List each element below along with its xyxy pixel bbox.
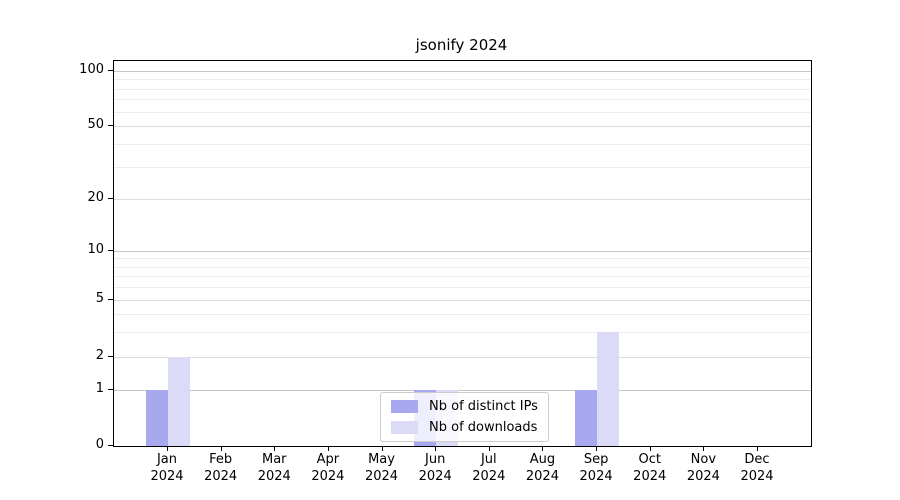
x-tick-label-aug: Aug 2024 [510, 451, 574, 485]
x-tick-label-sep: Sep 2024 [564, 451, 628, 485]
x-tick-label-mar: Mar 2024 [242, 451, 306, 485]
y-gridline-20 [114, 198, 811, 200]
legend-swatch-distinct-ips [391, 400, 418, 413]
y-minor-gridline-8 [114, 266, 811, 268]
y-tick-mark-0 [108, 445, 113, 446]
x-tick-mark-aug [542, 446, 544, 451]
legend-swatch-downloads [391, 421, 418, 434]
x-tick-month: Jun [425, 452, 446, 467]
x-tick-year: 2024 [150, 469, 184, 484]
x-tick-label-apr: Apr 2024 [296, 451, 360, 485]
x-tick-label-jul: Jul 2024 [457, 451, 521, 485]
x-tick-month: Jan [156, 452, 178, 467]
y-gridline-10 [114, 250, 811, 252]
x-tick-year: 2024 [472, 469, 506, 484]
y-minor-gridline-60 [114, 111, 811, 113]
x-tick-mark-jun [435, 446, 437, 451]
x-tick-month: Nov [690, 452, 717, 467]
y-tick-label-0: 0 [95, 437, 104, 452]
y-tick-mark-100 [108, 70, 113, 71]
x-tick-month: Oct [638, 452, 661, 467]
x-tick-year: 2024 [579, 469, 613, 484]
y-tick-label-10: 10 [87, 241, 104, 257]
legend-item-distinct-ips: Nb of distinct IPs [391, 398, 538, 415]
y-minor-gridline-9 [114, 258, 811, 260]
y-tick-mark-2 [108, 355, 113, 357]
x-tick-year: 2024 [525, 469, 559, 484]
x-tick-year: 2024 [633, 469, 667, 484]
x-tick-mark-dec [756, 446, 758, 451]
x-tick-year: 2024 [740, 469, 774, 484]
x-tick-label-feb: Feb 2024 [189, 451, 253, 485]
y-minor-gridline-4 [114, 313, 811, 315]
x-tick-month: May [368, 452, 395, 467]
x-tick-label-dec: Dec 2024 [725, 451, 789, 485]
y-tick-mark-1 [108, 388, 113, 390]
x-tick-mark-oct [649, 446, 651, 451]
x-tick-month: Jul [480, 452, 497, 467]
y-tick-label-1: 1 [95, 380, 104, 396]
y-minor-gridline-7 [114, 276, 811, 278]
legend-item-downloads: Nb of downloads [391, 419, 538, 436]
y-minor-gridline-3 [114, 331, 811, 333]
chart-title: jsonify 2024 [415, 36, 508, 54]
y-tick-mark-10 [108, 249, 113, 251]
y-tick-mark-5 [108, 299, 113, 300]
y-tick-mark-50 [108, 124, 113, 126]
x-tick-year: 2024 [311, 469, 345, 484]
bar-distinct-ips-jan [146, 389, 168, 446]
x-tick-mark-jul [488, 446, 490, 451]
y-minor-gridline-70 [114, 99, 811, 101]
bar-downloads-jan [168, 357, 190, 446]
y-tick-mark-20 [108, 197, 113, 199]
y-gridline-50 [114, 125, 811, 127]
x-tick-year: 2024 [364, 469, 399, 484]
legend-label-downloads: Nb of downloads [429, 420, 538, 435]
y-gridline-1 [114, 389, 811, 391]
x-tick-month: Apr [316, 452, 340, 467]
x-tick-mark-jan [167, 446, 168, 451]
x-tick-mark-mar [274, 446, 276, 451]
x-tick-mark-apr [327, 446, 329, 451]
x-tick-mark-nov [703, 446, 705, 451]
x-tick-month: Sep [583, 452, 609, 467]
x-tick-label-may: May 2024 [350, 451, 414, 485]
x-tick-month: Aug [529, 452, 556, 467]
y-minor-gridline-90 [114, 79, 811, 81]
x-tick-year: 2024 [257, 469, 291, 484]
y-gridline-2 [114, 356, 811, 358]
x-tick-year: 2024 [204, 469, 238, 484]
y-minor-gridline-40 [114, 143, 811, 145]
x-tick-mark-feb [220, 446, 222, 451]
y-gridline-5 [114, 300, 811, 301]
x-tick-label-jun: Jun 2024 [403, 451, 467, 485]
x-tick-label-jan: Jan 2024 [135, 451, 199, 485]
x-tick-year: 2024 [418, 469, 452, 484]
x-tick-mark-may [381, 446, 383, 451]
y-tick-label-100: 100 [79, 62, 104, 77]
x-tick-month: Dec [744, 452, 770, 467]
x-tick-month: Feb [209, 452, 233, 467]
y-minor-gridline-80 [114, 88, 811, 90]
x-tick-label-nov: Nov 2024 [671, 451, 735, 485]
y-minor-gridline-30 [114, 166, 811, 168]
legend: Nb of distinct IPs Nb of downloads [380, 392, 549, 442]
x-tick-month: Mar [262, 452, 287, 467]
x-tick-year: 2024 [686, 469, 720, 484]
legend-label-distinct-ips: Nb of distinct IPs [429, 399, 538, 414]
y-gridline-100 [114, 71, 811, 72]
bar-distinct-ips-sep [575, 389, 598, 446]
y-tick-label-20: 20 [87, 189, 104, 205]
y-tick-label-5: 5 [95, 291, 104, 306]
x-tick-label-oct: Oct 2024 [618, 451, 682, 485]
y-minor-gridline-6 [114, 287, 811, 289]
y-tick-label-2: 2 [95, 347, 104, 363]
y-tick-label-50: 50 [87, 116, 104, 132]
x-tick-mark-sep [596, 446, 598, 451]
plot-area: Nb of distinct IPs Nb of downloads [113, 60, 812, 447]
bar-downloads-sep [597, 331, 620, 446]
